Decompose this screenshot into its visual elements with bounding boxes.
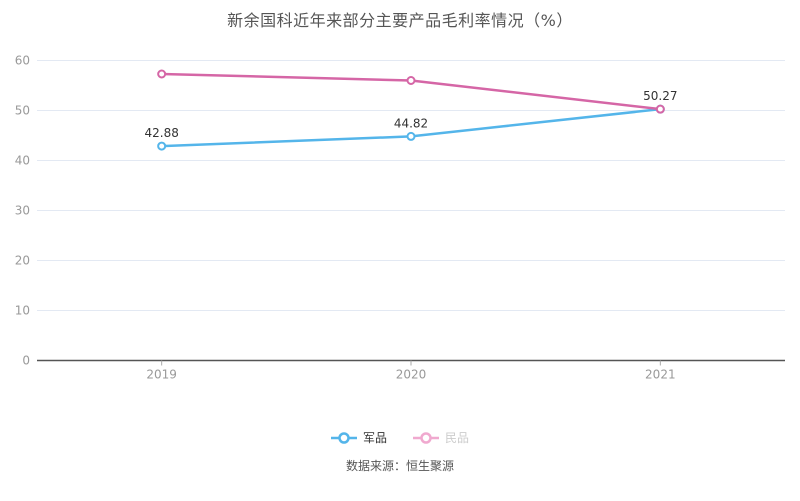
legend-label: 军品 [362, 431, 387, 445]
data-point-marker [157, 69, 167, 79]
x-axis: 2019 2020 2021 [146, 360, 676, 382]
x-tick-label: 2019 [146, 368, 177, 382]
y-tick-label: 20 [15, 254, 30, 268]
legend-item-1[interactable]: 民品 [413, 429, 469, 446]
legend-item-0[interactable]: 军品 [330, 429, 387, 446]
y-tick-label: 30 [15, 204, 30, 218]
line-circle-icon [330, 431, 357, 444]
data-point-marker [406, 131, 416, 141]
data-source-note: 数据来源：恒生聚源 [345, 459, 454, 473]
data-point-marker [406, 76, 416, 85]
data-point-label: 42.88 [144, 126, 178, 140]
legend-label: 民品 [445, 431, 470, 445]
line-chart: 0 10 20 30 40 50 60 2019 2020 2021 42.88 44.82 50.27 [15, 54, 785, 382]
line-circle-icon [413, 431, 439, 444]
chart-legend: 军品 民品 [0, 429, 800, 446]
data-point-marker [655, 104, 665, 114]
data-point-marker [157, 141, 167, 151]
series-line-1 [157, 69, 665, 114]
data-point-label: 44.82 [394, 116, 428, 130]
y-tick-label: 10 [15, 304, 30, 318]
y-tick-label: 40 [15, 154, 30, 168]
chart-title: 新余国科近年来部分主要产品毛利率情况（%） [227, 11, 573, 30]
x-tick-label: 2021 [645, 368, 676, 382]
y-tick-label: 0 [22, 354, 30, 368]
data-point-label: 50.27 [643, 89, 677, 103]
x-tick-label: 2020 [396, 368, 427, 382]
y-tick-label: 60 [15, 54, 30, 68]
y-tick-label: 50 [15, 104, 30, 118]
series-line-0: 42.88 44.82 50.27 [144, 89, 678, 151]
